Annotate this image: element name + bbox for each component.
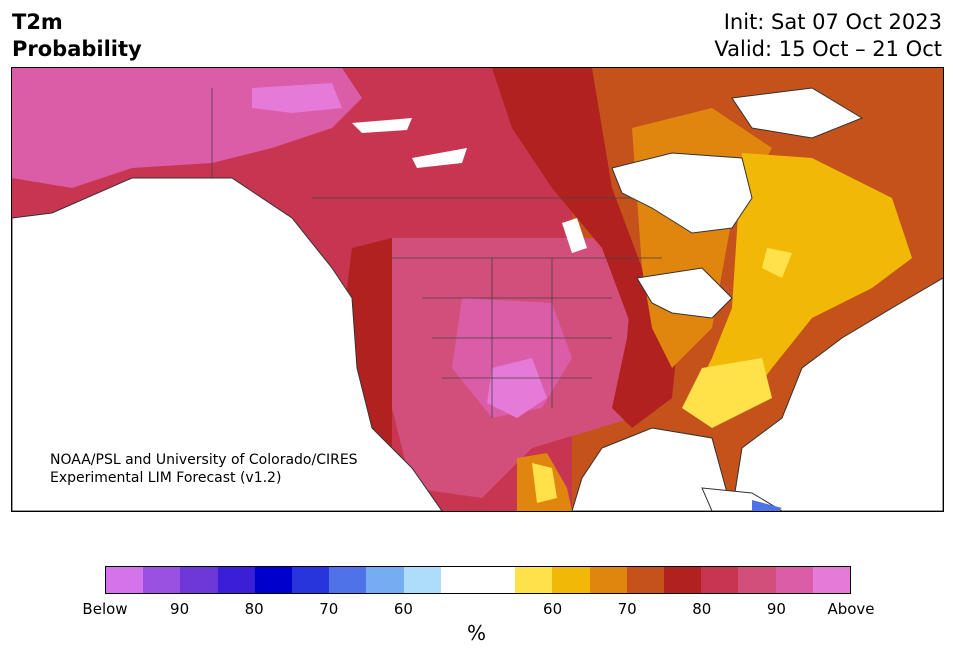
colorbar-tick-label: 70 bbox=[617, 600, 637, 618]
valid-date-range: Valid: 15 Oct – 21 Oct bbox=[714, 37, 942, 61]
colorbar-swatch bbox=[738, 567, 776, 593]
colorbar-tick-label: Above bbox=[827, 600, 875, 618]
forecast-dates: Init: Sat 07 Oct 2023 Valid: 15 Oct – 21… bbox=[714, 9, 942, 63]
great-slave-lake bbox=[412, 148, 467, 168]
colorbar-tick-label: 60 bbox=[393, 600, 413, 618]
region-mexico-yellow bbox=[532, 463, 557, 503]
colorbar-swatch bbox=[143, 567, 181, 593]
colorbar-unit: % bbox=[466, 621, 486, 645]
colorbar-swatch bbox=[626, 567, 665, 593]
product-type-label: Probability bbox=[12, 37, 142, 61]
credit-line-2: Experimental LIM Forecast (v1.2) bbox=[50, 470, 282, 486]
atlantic-ocean bbox=[731, 277, 943, 511]
probability-field bbox=[12, 68, 943, 511]
colorbar-swatch bbox=[366, 567, 404, 593]
region-southern-plains-max bbox=[487, 358, 547, 418]
colorbar-swatch bbox=[515, 567, 553, 593]
forecast-map: NOAA/PSL and University of Colorado/CIRE… bbox=[11, 67, 944, 512]
colorbar-swatch bbox=[701, 567, 739, 593]
colorbar-swatch bbox=[775, 567, 813, 593]
colorbar-swatch bbox=[292, 567, 330, 593]
colorbar-tick-label: 80 bbox=[692, 600, 712, 618]
colorbar-swatch bbox=[478, 567, 516, 593]
colorbar-swatch bbox=[589, 567, 627, 593]
map-title: T2m Probability bbox=[12, 9, 142, 63]
colorbar-swatch bbox=[254, 567, 293, 593]
colorbar-ticks: Below 90 80 70 60 60 70 80 90 Above bbox=[0, 600, 953, 620]
region-northeast-yellow bbox=[692, 153, 912, 428]
arctic-water bbox=[731, 87, 864, 139]
pacific-ocean bbox=[12, 177, 443, 511]
gulf-of-mexico bbox=[571, 427, 733, 511]
region-caribbean-below bbox=[752, 500, 782, 511]
colorbar-swatch bbox=[106, 567, 144, 593]
colorbar-swatch bbox=[664, 567, 702, 593]
colorbar-tick-label: 90 bbox=[170, 600, 190, 618]
credit-line-1: NOAA/PSL and University of Colorado/CIRE… bbox=[50, 452, 358, 468]
region-southeast-light-yellow bbox=[682, 358, 772, 428]
region-arctic-rust bbox=[592, 68, 712, 128]
colorbar-tick-label: 90 bbox=[766, 600, 786, 618]
great-lakes bbox=[636, 267, 733, 319]
colorbar-tick-label: 70 bbox=[319, 600, 339, 618]
colorbar-tick-label: Below bbox=[82, 600, 128, 618]
colorbar-swatch bbox=[403, 567, 441, 593]
political-borders bbox=[211, 88, 662, 418]
colorbar-swatch bbox=[812, 567, 851, 593]
region-labrador-light-yellow bbox=[762, 248, 792, 278]
colorbar-swatch bbox=[440, 567, 479, 593]
colorbar bbox=[105, 566, 851, 594]
colorbar-tick-label: 80 bbox=[244, 600, 264, 618]
colorbar-swatch bbox=[552, 567, 590, 593]
credit-text: NOAA/PSL and University of Colorado/CIRE… bbox=[50, 451, 358, 487]
colorbar-swatch bbox=[329, 567, 367, 593]
colorbar-swatch bbox=[217, 567, 255, 593]
colorbar-tick-label: 60 bbox=[543, 600, 563, 618]
init-date: Init: Sat 07 Oct 2023 bbox=[723, 10, 942, 34]
great-bear-lake bbox=[352, 118, 412, 133]
colorbar-swatch bbox=[180, 567, 218, 593]
lake-winnipeg bbox=[562, 218, 587, 253]
variable-label: T2m bbox=[12, 10, 63, 34]
region-yukon-max bbox=[252, 83, 342, 113]
